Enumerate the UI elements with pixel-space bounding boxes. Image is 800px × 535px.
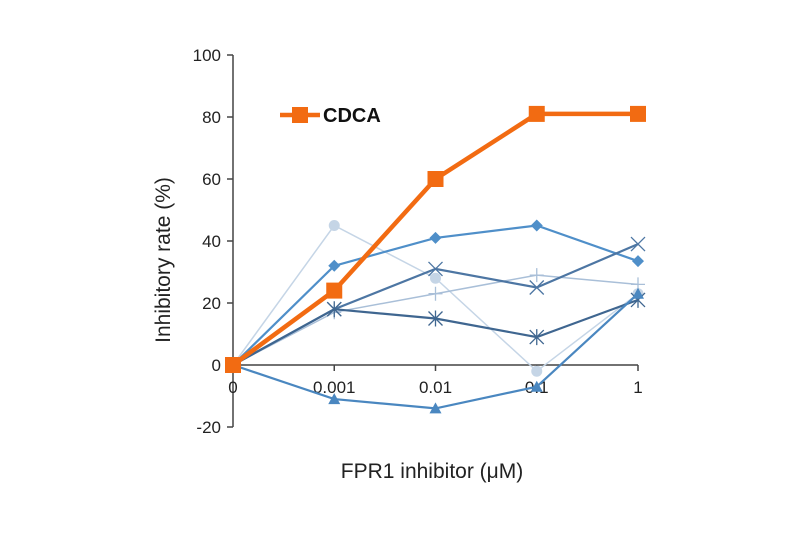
data-point xyxy=(427,171,444,187)
data-point xyxy=(528,105,545,122)
data-point xyxy=(326,301,342,318)
data-point xyxy=(529,329,545,346)
y-tick-label: 80 xyxy=(202,108,221,127)
data-point xyxy=(328,220,340,231)
y-tick-label: -20 xyxy=(196,418,221,437)
data-point xyxy=(531,365,543,377)
data-point xyxy=(328,259,341,272)
data-point xyxy=(530,219,543,232)
data-point xyxy=(632,255,644,268)
series-4 xyxy=(225,236,646,373)
y-axis-label: Inhibitory rate (%) xyxy=(152,177,175,343)
y-tick-label: 0 xyxy=(212,356,221,375)
y-tick-label: 20 xyxy=(202,294,221,313)
x-tick-label: 0.01 xyxy=(419,378,452,397)
x-tick-label: 0.001 xyxy=(313,378,356,397)
data-point xyxy=(428,261,443,277)
y-tick-label: 100 xyxy=(193,46,221,65)
x-axis-label: FPR1 inhibitor (μM) xyxy=(341,460,523,483)
data-point xyxy=(326,282,343,299)
data-point xyxy=(630,105,646,122)
data-point xyxy=(529,280,545,295)
data-point xyxy=(429,231,442,244)
data-point xyxy=(632,287,644,299)
data-point xyxy=(428,310,443,327)
data-point xyxy=(630,236,646,252)
y-tick-label: 60 xyxy=(202,170,221,189)
data-point xyxy=(225,357,241,373)
x-tick-label: 0 xyxy=(228,378,237,397)
data-point xyxy=(328,393,341,405)
data-point xyxy=(430,272,441,284)
data-point xyxy=(428,286,443,301)
data-point xyxy=(530,380,543,392)
legend-label: CDCA xyxy=(323,105,381,127)
y-tick-label: 40 xyxy=(202,232,221,251)
series-line xyxy=(232,298,639,366)
x-tick-label: 1 xyxy=(633,378,642,397)
data-point xyxy=(529,268,544,283)
data-point xyxy=(429,402,442,414)
series-cdca xyxy=(225,105,646,373)
series-5 xyxy=(225,291,646,373)
legend-marker xyxy=(292,107,308,123)
